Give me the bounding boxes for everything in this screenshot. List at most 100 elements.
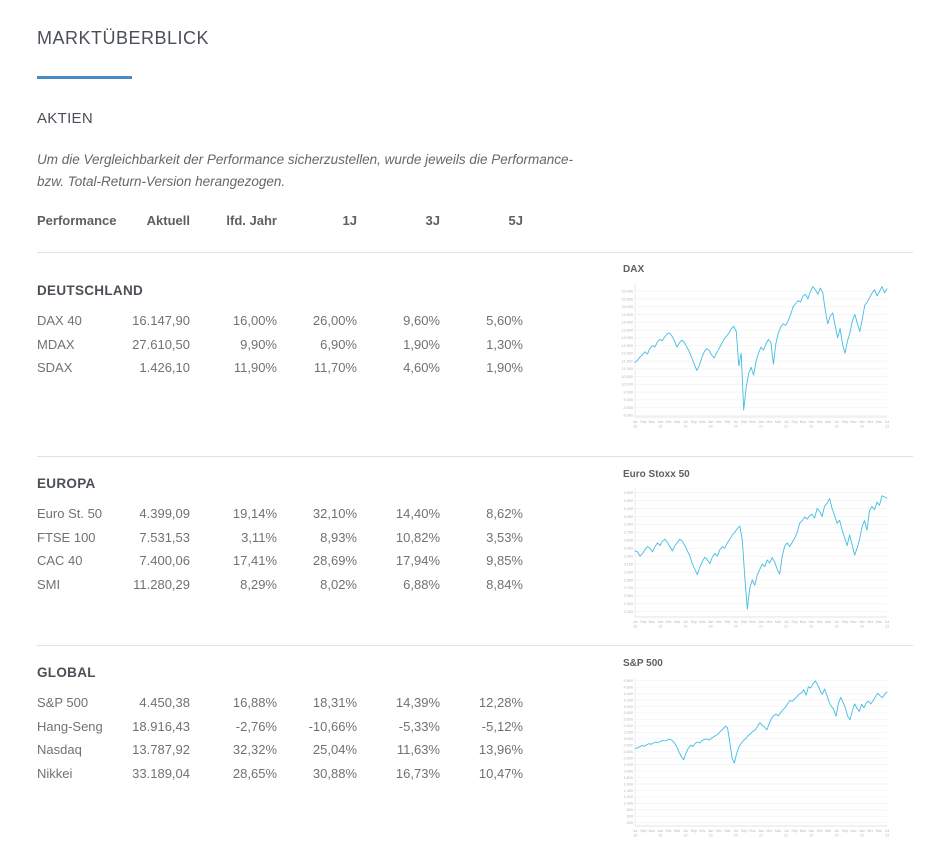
row-label: DAX 40 [37, 313, 82, 329]
table-row: SDAX 1.426,10 11,90% 11,70% 4,60% 1,90% [37, 356, 523, 380]
svg-text:3.000: 3.000 [623, 737, 633, 741]
row-value: 14,40% [395, 506, 440, 522]
svg-text:4.350: 4.350 [623, 499, 633, 503]
table-row: Hang-Seng 18.916,43 -2,76% -10,66% -5,33% -5,… [37, 715, 523, 739]
row-value: -10,66% [308, 718, 357, 734]
svg-text:8.500: 8.500 [623, 406, 633, 410]
svg-text:Jan: Jan [708, 620, 714, 624]
row-value: 13.787,92 [132, 742, 190, 758]
row-value: 1.426,10 [139, 360, 190, 376]
svg-text:10.000: 10.000 [621, 383, 633, 387]
row-value: 3,53% [486, 529, 523, 545]
row-value: 16,73% [395, 765, 440, 781]
row-value: 8,02% [320, 576, 357, 592]
svg-text:4.200: 4.200 [623, 698, 633, 702]
dax-chart: DAX 8.000 8.500 9.000 9.500 10.000 10.500 11.00… [615, 264, 895, 435]
svg-text:Mai: Mai [725, 829, 731, 833]
svg-text:4.050: 4.050 [623, 515, 633, 519]
index-group-deutschland: DEUTSCHLAND DAX 40 16.147,90 16,00% 26,00% 9,… [37, 283, 523, 380]
svg-text:Mai: Mai [825, 620, 831, 624]
svg-text:22: 22 [809, 425, 813, 429]
row-value: 8,84% [486, 576, 523, 592]
svg-text:22: 22 [835, 625, 839, 629]
svg-text:21: 21 [784, 834, 788, 838]
svg-text:4.400: 4.400 [623, 692, 633, 696]
svg-text:3.600: 3.600 [623, 539, 633, 543]
column-header-performance: Performance [37, 213, 117, 228]
row-value: -2,76% [235, 718, 277, 734]
svg-text:12.000: 12.000 [621, 352, 633, 356]
row-value: 6,90% [320, 336, 357, 352]
svg-text:Jan: Jan [859, 829, 865, 833]
table-row: Euro St. 50 4.399,09 19,14% 32,10% 14,40% 8,6… [37, 502, 523, 526]
svg-text:Mrz: Mrz [817, 620, 823, 624]
svg-text:Nov: Nov [850, 620, 857, 624]
accent-underline [37, 76, 132, 79]
table-row: DAX 40 16.147,90 16,00% 26,00% 9,60% 5,60% [37, 309, 523, 333]
svg-text:Sep: Sep [842, 420, 848, 424]
column-header-aktuell: Aktuell [146, 213, 190, 228]
performance-table-header: Performance Aktuell lfd. Jahr 1J 3J 5J [37, 213, 523, 228]
row-value: 25,04% [312, 742, 357, 758]
svg-text:Jul: Jul [683, 620, 688, 624]
svg-text:1.000: 1.000 [623, 802, 633, 806]
svg-text:19: 19 [683, 834, 687, 838]
svg-text:13.000: 13.000 [621, 336, 633, 340]
svg-text:Mai: Mai [876, 829, 882, 833]
svg-text:12.500: 12.500 [621, 344, 633, 348]
s-p-500-chart: S&P 500 400 600 800 1.000 1.200 1.400 1.600 1.80… [615, 658, 895, 843]
svg-text:Mai: Mai [775, 620, 781, 624]
svg-text:2.250: 2.250 [623, 610, 633, 614]
section-heading-aktien: AKTIEN [37, 110, 93, 127]
row-value: 8,29% [240, 576, 277, 592]
row-value: 11,90% [233, 360, 277, 376]
svg-text:Jul: Jul [633, 420, 638, 424]
chart-title: S&P 500 [623, 658, 663, 669]
row-value: 28,69% [312, 553, 357, 569]
svg-text:Mai: Mai [674, 420, 680, 424]
svg-text:1.600: 1.600 [623, 782, 633, 786]
row-value: 26,00% [312, 313, 357, 329]
svg-text:Mai: Mai [674, 829, 680, 833]
svg-text:2.550: 2.550 [623, 594, 633, 598]
index-group-global: GLOBAL S&P 500 4.450,38 16,88% 18,31% 14,39% 1… [37, 665, 523, 785]
svg-text:Mai: Mai [775, 829, 781, 833]
row-value: 11,63% [396, 742, 440, 758]
svg-text:9.000: 9.000 [623, 398, 633, 402]
svg-text:Sep: Sep [842, 620, 848, 624]
row-value: 33.189,04 [132, 765, 190, 781]
svg-text:Nov: Nov [649, 420, 656, 424]
svg-text:Mrz: Mrz [666, 420, 672, 424]
row-value: 7.400,06 [139, 553, 190, 569]
svg-text:4.200: 4.200 [623, 507, 633, 511]
row-value: -5,12% [481, 718, 523, 734]
svg-text:Sep: Sep [791, 620, 797, 624]
svg-text:2.200: 2.200 [623, 763, 633, 767]
svg-text:Mai: Mai [876, 420, 882, 424]
svg-text:21: 21 [759, 625, 763, 629]
row-value: 30,88% [312, 765, 357, 781]
row-value: 11,70% [313, 360, 357, 376]
svg-text:15.000: 15.000 [621, 305, 633, 309]
row-label: Hang-Seng [37, 718, 103, 734]
svg-text:18: 18 [633, 834, 637, 838]
svg-text:4.800: 4.800 [623, 679, 633, 683]
section-divider [37, 252, 913, 253]
svg-text:Mai: Mai [674, 620, 680, 624]
svg-text:Nov: Nov [699, 829, 706, 833]
disclaimer-text: Um die Vergleichbarkeit der Performance … [37, 152, 573, 189]
svg-text:Sep: Sep [791, 829, 797, 833]
svg-text:Mrz: Mrz [867, 620, 873, 624]
table-row: CAC 40 7.400,06 17,41% 28,69% 17,94% 9,85% [37, 549, 523, 573]
svg-text:Nov: Nov [649, 620, 656, 624]
row-label: SDAX [37, 360, 73, 376]
row-value: 9,85% [486, 553, 523, 569]
svg-text:Nov: Nov [749, 420, 756, 424]
column-header-5j: 5J [508, 213, 523, 228]
svg-text:4.500: 4.500 [623, 491, 633, 495]
svg-text:Jan: Jan [708, 829, 714, 833]
svg-text:Jan: Jan [809, 829, 815, 833]
svg-text:3.900: 3.900 [623, 523, 633, 527]
row-label: FTSE 100 [37, 529, 96, 545]
row-value: 10,47% [478, 765, 523, 781]
